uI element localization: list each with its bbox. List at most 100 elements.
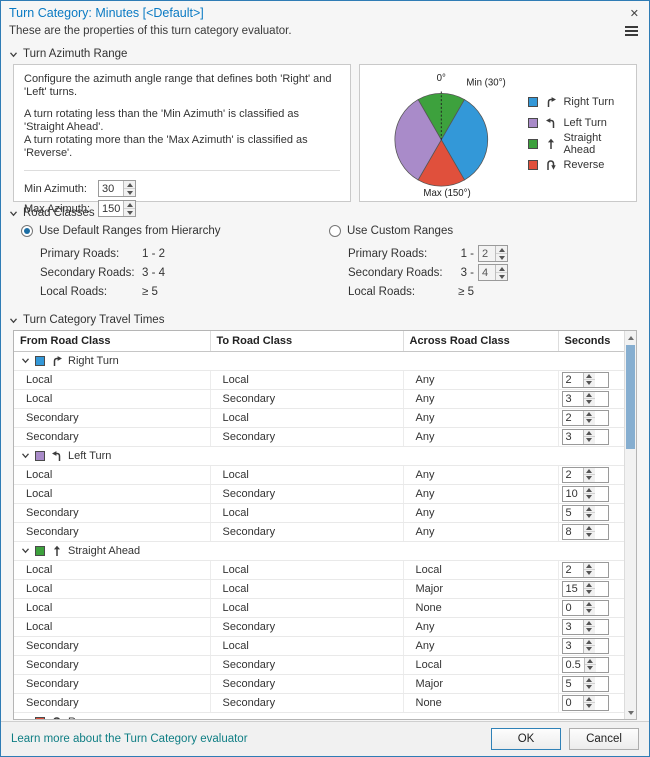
seconds-spinner[interactable]: 2 (561, 409, 609, 426)
seconds-spinner[interactable]: 3 (561, 390, 609, 407)
scroll-down-icon[interactable] (625, 706, 636, 719)
table-row[interactable]: Local Local Major 15 (14, 579, 624, 599)
spin-up-icon[interactable] (583, 391, 595, 399)
spin-up-icon[interactable] (583, 619, 595, 627)
spin-down-icon[interactable] (496, 254, 507, 261)
table-row[interactable]: Secondary Local Any 2 (14, 408, 624, 428)
spin-up-icon[interactable] (583, 676, 595, 684)
spin-down-icon[interactable] (583, 475, 595, 482)
table-row[interactable]: Secondary Secondary Local 0.5 (14, 655, 624, 675)
vertical-scrollbar[interactable] (624, 331, 636, 719)
spin-up-icon[interactable] (584, 657, 596, 665)
menu-icon[interactable] (622, 24, 641, 38)
spin-up-icon[interactable] (583, 410, 595, 418)
table-row[interactable]: Local Local None 0 (14, 598, 624, 618)
spin-down-icon[interactable] (583, 532, 595, 539)
seconds-spinner[interactable]: 0.5 (561, 656, 609, 673)
section-road-classes[interactable]: Road Classes (1, 202, 649, 223)
table-row[interactable]: Local Secondary Any 3 (14, 389, 624, 409)
spin-down-icon[interactable] (583, 646, 595, 653)
table-row[interactable]: Local Local Any 2 (14, 370, 624, 390)
seconds-spinner[interactable]: 3 (561, 637, 609, 654)
spin-down-icon[interactable] (583, 703, 595, 710)
spin-down-icon[interactable] (496, 273, 507, 280)
spin-up-icon[interactable] (583, 562, 595, 570)
max-azimuth-value[interactable]: 150 (99, 201, 124, 216)
table-row[interactable]: Secondary Secondary None 0 (14, 693, 624, 713)
group-row-reverse[interactable]: Reverse (14, 712, 624, 719)
table-row[interactable]: Local Local Local 2 (14, 560, 624, 580)
chevron-down-icon[interactable] (9, 316, 18, 325)
spin-up-icon[interactable] (583, 505, 595, 513)
spin-up-icon[interactable] (583, 600, 595, 608)
spin-up-icon[interactable] (583, 467, 595, 475)
seconds-spinner[interactable]: 5 (561, 504, 609, 521)
custom-ranges-option[interactable]: Use Custom Ranges (329, 225, 637, 237)
radio-default-ranges[interactable] (21, 225, 33, 237)
spin-up-icon[interactable] (124, 181, 135, 189)
primary-max-spinner[interactable]: 2 (478, 245, 508, 262)
spin-down-icon[interactable] (124, 189, 135, 196)
table-row[interactable]: Local Local Any 2 (14, 465, 624, 485)
spin-down-icon[interactable] (583, 589, 595, 596)
spin-up-icon[interactable] (583, 638, 595, 646)
chevron-down-icon[interactable] (21, 717, 30, 719)
seconds-spinner[interactable]: 15 (561, 580, 609, 597)
seconds-spinner[interactable]: 2 (561, 466, 609, 483)
spin-down-icon[interactable] (124, 209, 136, 216)
seconds-spinner[interactable]: 3 (561, 618, 609, 635)
group-row-straight[interactable]: Straight Ahead (14, 541, 624, 561)
spin-down-icon[interactable] (583, 437, 595, 444)
seconds-spinner[interactable]: 5 (561, 675, 609, 692)
min-azimuth-value[interactable]: 30 (99, 181, 123, 196)
seconds-spinner[interactable]: 2 (561, 561, 609, 578)
spin-down-icon[interactable] (583, 380, 595, 387)
learn-more-link[interactable]: Learn more about the Turn Category evalu… (11, 733, 248, 745)
chevron-down-icon[interactable] (21, 356, 30, 365)
spin-up-icon[interactable] (583, 372, 595, 380)
table-row[interactable]: Secondary Secondary Any 8 (14, 522, 624, 542)
close-icon[interactable]: ✕ (629, 7, 639, 20)
spin-down-icon[interactable] (584, 665, 596, 672)
chevron-down-icon[interactable] (9, 50, 18, 59)
spin-up-icon[interactable] (583, 524, 595, 532)
section-travel-times[interactable]: Turn Category Travel Times (1, 309, 649, 330)
chevron-down-icon[interactable] (9, 209, 18, 218)
radio-custom-ranges[interactable] (329, 225, 341, 237)
table-row[interactable]: Local Secondary Any 10 (14, 484, 624, 504)
spin-up-icon[interactable] (583, 486, 595, 494)
chevron-down-icon[interactable] (21, 451, 30, 460)
scrollbar-thumb[interactable] (626, 345, 635, 449)
spin-up-icon[interactable] (496, 246, 507, 254)
seconds-spinner[interactable]: 0 (561, 694, 609, 711)
spin-down-icon[interactable] (583, 684, 595, 691)
seconds-spinner[interactable]: 3 (561, 428, 609, 445)
section-turn-azimuth-range[interactable]: Turn Azimuth Range (1, 43, 649, 64)
table-row[interactable]: Secondary Secondary Major 5 (14, 674, 624, 694)
spin-up-icon[interactable] (583, 429, 595, 437)
spin-down-icon[interactable] (583, 494, 595, 501)
spin-up-icon[interactable] (583, 695, 595, 703)
secondary-max-spinner[interactable]: 4 (478, 264, 508, 281)
seconds-spinner[interactable]: 8 (561, 523, 609, 540)
spin-down-icon[interactable] (583, 627, 595, 634)
chevron-down-icon[interactable] (21, 546, 30, 555)
ok-button[interactable]: OK (491, 728, 561, 750)
seconds-spinner[interactable]: 2 (561, 371, 609, 388)
table-row[interactable]: Local Secondary Any 3 (14, 617, 624, 637)
scroll-up-icon[interactable] (625, 331, 636, 344)
table-row[interactable]: Secondary Secondary Any 3 (14, 427, 624, 447)
spin-up-icon[interactable] (496, 265, 507, 273)
seconds-spinner[interactable]: 10 (561, 485, 609, 502)
spin-down-icon[interactable] (583, 418, 595, 425)
max-azimuth-spinner[interactable]: 150 (98, 200, 137, 217)
spin-up-icon[interactable] (583, 581, 595, 589)
table-row[interactable]: Secondary Local Any 5 (14, 503, 624, 523)
group-row-right-turn[interactable]: Right Turn (14, 351, 624, 371)
default-ranges-option[interactable]: Use Default Ranges from Hierarchy (21, 225, 329, 237)
min-azimuth-spinner[interactable]: 30 (98, 180, 136, 197)
spin-down-icon[interactable] (583, 608, 595, 615)
group-row-left-turn[interactable]: Left Turn (14, 446, 624, 466)
spin-down-icon[interactable] (583, 570, 595, 577)
cancel-button[interactable]: Cancel (569, 728, 639, 750)
